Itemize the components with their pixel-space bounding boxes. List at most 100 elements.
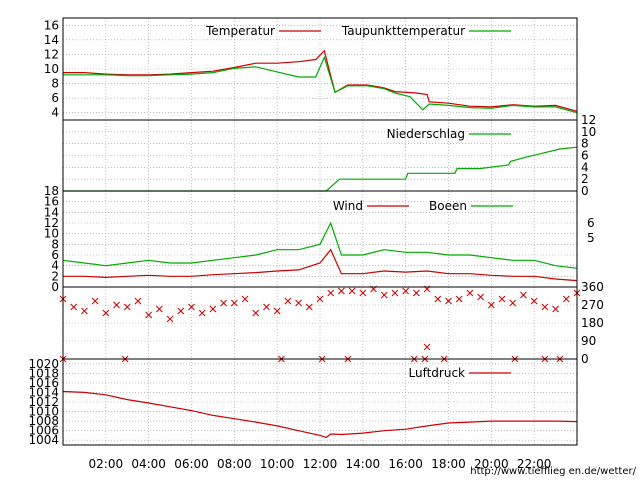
wind-y-tick-label: 2 [51,269,59,283]
wind-direction-point [455,295,463,303]
pressure-series-0-line [62,390,578,439]
wind-direction-point [284,297,292,305]
wind-direction-y-tick-label: 180 [581,316,604,330]
wind-direction-point [113,301,120,309]
wind-direction-point [316,295,324,303]
pressure-frame [62,358,578,446]
wind-direction-point [466,289,474,297]
precipitation-y-tick-label: 2 [581,172,589,186]
wind-y-tick-label: 0 [51,280,59,294]
wind-direction-point [156,305,163,313]
x-tick-label: 10:00 [260,457,295,471]
x-tick-label: 14:00 [346,457,381,471]
wind-direction-point [102,309,110,317]
wind-direction-point [70,303,78,311]
wind-direction-point [241,295,249,303]
precipitation-y-tick-label: 12 [581,113,596,127]
temperature-y-tick-label: 8 [51,77,59,91]
wind-direction-y-tick-label: 360 [581,280,604,294]
x-tick-label: 04:00 [131,457,166,471]
pressure-y-tick-label: 1012 [28,395,59,409]
precipitation-y-tick-label: 0 [581,184,589,198]
wind-y-tick-label: 14 [44,205,59,219]
wind-direction-point [198,309,206,317]
x-tick-label: 08:00 [217,457,252,471]
wind-direction-point [263,303,270,311]
wind-y2-tick-label: 6 [587,216,595,230]
wind-direction-point [327,289,335,297]
wind-direction-point [530,297,538,305]
precipitation-y-tick-label: 8 [581,137,589,151]
pressure-y-tick-label: 1016 [28,376,59,390]
wind-y-tick-label: 16 [44,195,59,209]
precipitation-series-0-legend-label: Niederschlag [387,127,465,141]
wind-direction-point [81,307,88,315]
wind-direction-point [380,291,388,299]
temperature-y-tick-label: 12 [44,47,59,61]
temperature-y-tick-label: 10 [44,62,59,76]
wind-y-tick-label: 4 [51,259,59,273]
precipitation-y-tick-label: 10 [581,125,596,139]
wind-direction-point [509,299,517,307]
pressure-series-0-legend-label: Luftdruck [408,366,465,380]
wind-direction-point [230,299,238,307]
wind-direction-point [338,287,345,295]
wind-direction-point [552,305,559,313]
wind-direction-point [402,287,410,295]
wind-series-0-legend-label: Wind [333,199,363,213]
wind-direction-y-tick-label: 0 [581,352,589,366]
wind-series-0-line [63,248,578,282]
wind-y-tick-label: 12 [44,216,59,230]
wind-direction-point [305,303,313,311]
wind-direction-y-tick-label: 270 [581,298,604,312]
wind-direction-point [498,295,506,303]
wind-y-tick-label: 8 [51,237,59,251]
wind-direction-point [188,303,195,311]
frame-layer [62,17,578,446]
wind-direction-point [252,309,260,317]
wind-direction-point [423,343,431,351]
wind-direction-point [391,289,399,297]
wind-direction-y-tick-label: 90 [581,334,596,348]
wind-direction-point [562,295,570,303]
temperature-series-0-legend-label: Temperatur [205,24,275,38]
temperature-series-1-legend-label: Taupunkttemperatur [341,24,465,38]
pressure-y-tick-label: 1006 [28,424,59,438]
wind-direction-point [348,287,356,295]
wind-direction-point [359,289,367,297]
wind-y-tick-label: 10 [44,227,59,241]
temperature-y-tick-label: 14 [44,33,59,47]
pressure-y-tick-label: 1008 [28,414,59,428]
wind-direction-point [220,299,227,307]
wind-direction-point [434,295,442,303]
wind-series-1-line [62,221,578,269]
x-tick-label: 02:00 [89,457,124,471]
pressure-y-tick-label: 1014 [28,385,59,399]
precipitation-y-tick-label: 4 [581,160,589,174]
temperature-y-tick-label: 6 [51,91,59,105]
wind-y2-tick-label: 5 [587,231,595,245]
wind-direction-point [177,307,185,315]
wind-y-tick-label: 18 [44,184,59,198]
wind-direction-point [541,303,549,311]
wind-direction-point [487,301,495,309]
grid-layer [63,18,577,445]
x-tick-label: 18:00 [431,457,466,471]
precipitation-series-0-line [63,146,578,192]
wind-direction-point [273,307,281,315]
x-tick-label: 06:00 [174,457,209,471]
pressure-y-tick-label: 1010 [28,405,59,419]
wind-direction-point [445,297,452,305]
precipitation-y-tick-label: 6 [581,149,589,163]
temperature-y-tick-label: 4 [51,106,59,120]
wind-direction-point [413,289,420,297]
wind-direction-point [166,315,174,323]
x-tick-label: 22:00 [517,457,552,471]
pressure-y-tick-label: 1020 [28,357,59,371]
wind-direction-point [134,297,142,305]
x-tick-label: 12:00 [303,457,338,471]
wind-direction-point [145,311,153,319]
footer-url[interactable]: http://www.tiefflieg en.de/wetter/ [470,466,636,477]
